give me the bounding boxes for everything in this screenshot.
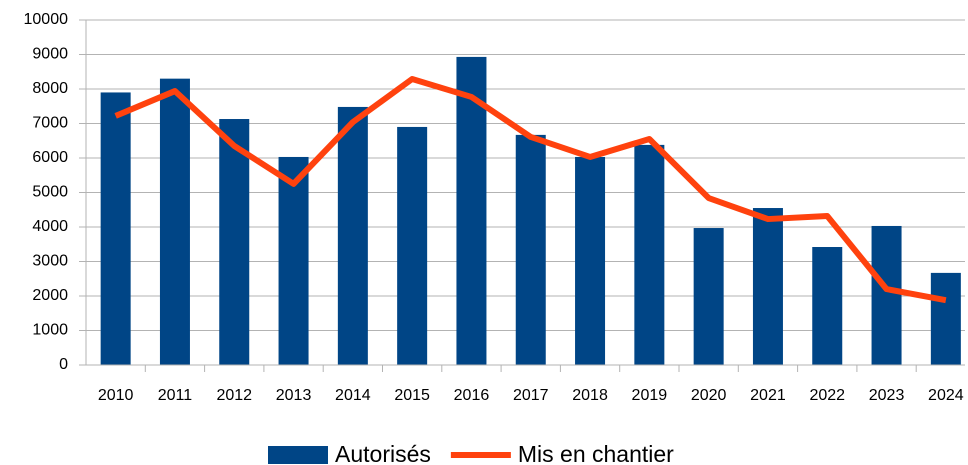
x-tick-label: 2013 <box>276 387 312 404</box>
legend-label: Mis en chantier <box>518 441 674 465</box>
bar <box>397 126 428 365</box>
x-tick-label: 2020 <box>691 387 727 404</box>
bar <box>812 247 843 365</box>
x-tick-label: 2018 <box>572 387 608 404</box>
y-tick-label: 8000 <box>32 80 68 97</box>
x-tick-label: 2022 <box>809 387 845 404</box>
x-tick-label: 2015 <box>394 387 430 404</box>
bar <box>930 272 961 365</box>
y-tick-label: 10000 <box>24 11 69 28</box>
legend-label: Autorisés <box>335 441 431 465</box>
bar <box>515 134 546 365</box>
x-tick-label: 2014 <box>335 387 371 404</box>
x-tick-label: 2021 <box>750 387 786 404</box>
x-tick-label: 2016 <box>454 387 490 404</box>
bar <box>693 228 724 365</box>
x-tick-label: 2019 <box>632 387 668 404</box>
y-tick-label: 0 <box>59 356 68 373</box>
y-tick-label: 1000 <box>32 322 68 339</box>
y-tick-label: 4000 <box>32 218 68 235</box>
bar <box>456 56 487 365</box>
x-tick-label: 2023 <box>869 387 905 404</box>
bar <box>634 144 665 365</box>
legend: Autorisés Mis en chantier <box>268 441 674 465</box>
y-tick-label: 5000 <box>32 184 68 201</box>
x-tick-label: 2011 <box>158 387 193 404</box>
bar <box>752 208 783 365</box>
bar <box>159 78 190 366</box>
x-tick-label: 2017 <box>513 387 549 404</box>
y-tick-label: 7000 <box>32 115 68 132</box>
x-tick-label: 2012 <box>216 387 252 404</box>
bar <box>100 92 131 365</box>
y-tick-label: 6000 <box>32 149 68 166</box>
x-tick-label: 2024 <box>928 387 964 404</box>
bar <box>219 119 250 365</box>
bar <box>278 156 309 365</box>
y-tick-label: 2000 <box>32 287 68 304</box>
x-tick-label: 2010 <box>98 387 134 404</box>
y-tick-label: 9000 <box>32 46 68 63</box>
legend-swatch <box>268 446 328 464</box>
y-tick-label: 3000 <box>32 253 68 270</box>
bar <box>871 225 902 365</box>
bar <box>575 156 606 365</box>
line <box>114 75 947 304</box>
bar <box>337 106 368 365</box>
